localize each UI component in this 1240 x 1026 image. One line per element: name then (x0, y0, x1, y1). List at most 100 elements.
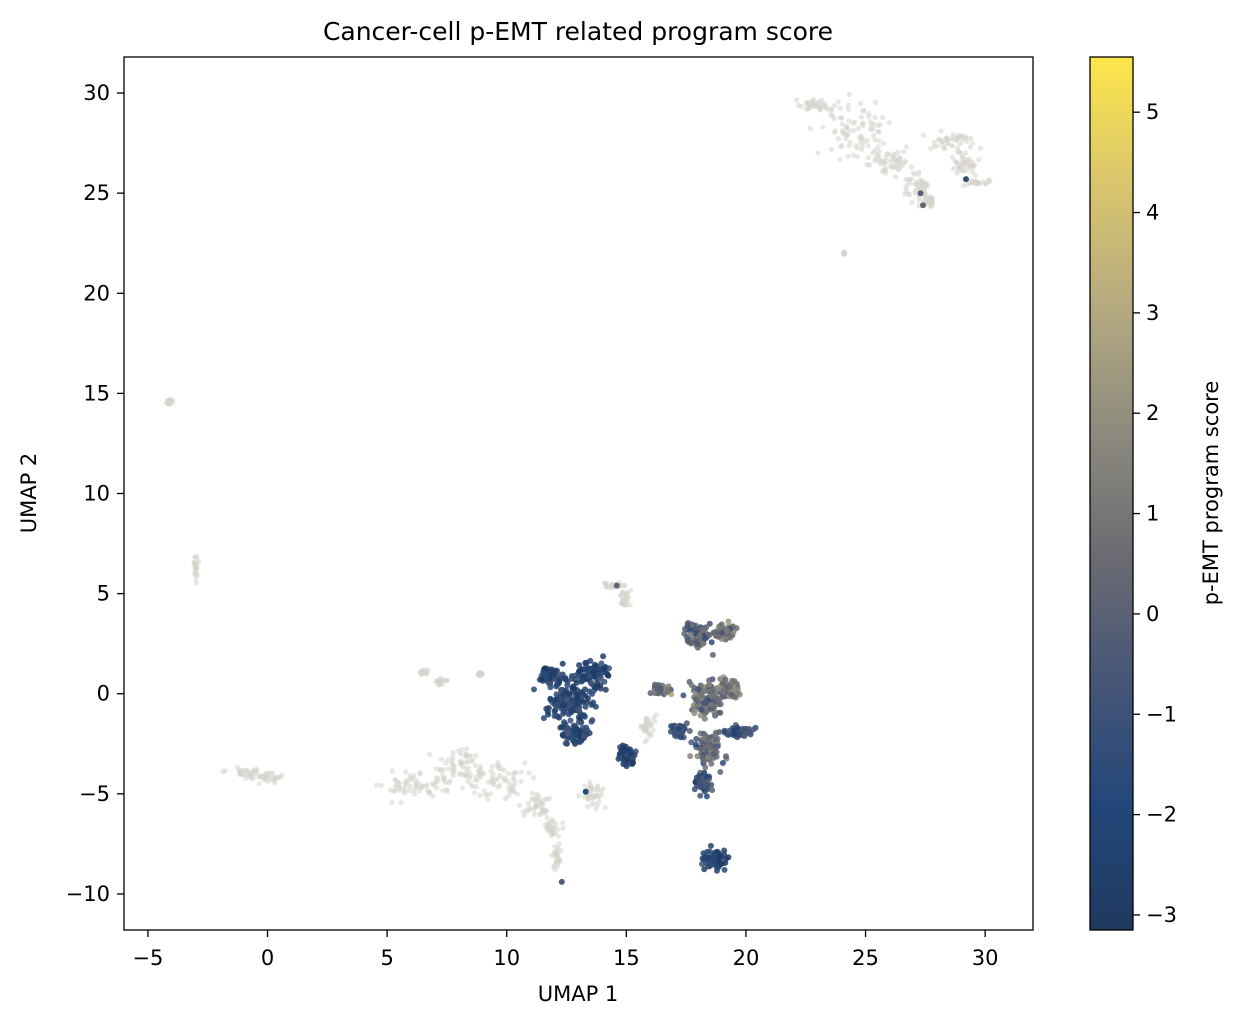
other-cell-point (621, 602, 628, 608)
other-cell-point (250, 775, 256, 782)
other-cell-point (880, 141, 887, 147)
other-cell-point (543, 807, 549, 813)
cancer-cell-point (721, 866, 728, 873)
other-cell-point (440, 787, 446, 794)
cancer-cell-point (579, 697, 585, 704)
cancer-cell-point (606, 665, 612, 672)
other-cell-point (968, 135, 974, 142)
other-cell-point (839, 121, 845, 127)
other-cell-point (403, 782, 409, 788)
colorbar-ticks: −3 −2 −1 0 1 2 3 4 5 (1133, 100, 1177, 927)
cancer-cell-point (580, 712, 587, 719)
cancer-cell-point (578, 689, 585, 696)
other-cell-point (554, 860, 560, 866)
other-cell-point (880, 169, 886, 175)
other-cell-point (860, 121, 866, 127)
cancer-cell-point (596, 671, 603, 678)
other-cell-point (587, 784, 593, 790)
cancer-cell-point (629, 759, 636, 766)
cancer-cell-point (706, 754, 713, 761)
cancer-cell-point (693, 741, 699, 748)
other-cell-point (510, 771, 516, 777)
other-cell-point (908, 164, 915, 170)
other-cell-point (986, 178, 992, 185)
cancer-cell-point (702, 635, 709, 642)
other-cell-point (576, 793, 582, 799)
other-cell-point (855, 125, 861, 131)
cancer-cell-point (545, 711, 552, 718)
other-cell-point (865, 143, 871, 149)
other-cell-point (391, 788, 397, 794)
y-tick-label: 15 (83, 381, 110, 405)
other-cell-point (961, 183, 967, 189)
cancer-cell-point (714, 867, 720, 874)
other-cell-point (651, 727, 657, 733)
cancer-cell-point (570, 737, 577, 744)
other-cell-point (518, 769, 525, 775)
cancer-cell-point (690, 702, 697, 709)
other-cell-point (455, 748, 462, 754)
cancer-cell-point (657, 685, 664, 692)
other-cell-point (893, 174, 899, 180)
other-cell-point (954, 145, 961, 151)
x-tick-label: −5 (132, 946, 163, 970)
cancer-cell-point (582, 788, 589, 795)
other-cell-point (954, 160, 960, 166)
cancer-cell-point (706, 681, 713, 688)
other-cell-point (588, 794, 594, 800)
other-cell-point (497, 782, 503, 789)
other-cell-point (378, 783, 384, 789)
other-cell-point (845, 106, 851, 113)
other-cell-point (243, 768, 249, 774)
other-cell-point (960, 154, 966, 161)
other-cell-point (822, 101, 828, 107)
cancer-cell-point (712, 852, 718, 859)
cancer-cell-point (580, 673, 587, 680)
other-cell-point (906, 191, 912, 197)
other-cell-point (537, 812, 543, 818)
highlighted-cells-group (531, 176, 969, 885)
other-cell-point (549, 816, 555, 823)
other-cell-point (895, 149, 901, 155)
other-cell-point (417, 771, 423, 777)
other-cell-point (531, 796, 537, 802)
cancer-cell-point (557, 697, 564, 704)
other-cell-point (488, 768, 494, 774)
other-cell-point (937, 137, 944, 143)
cancer-cell-point (708, 693, 715, 700)
other-cell-point (914, 179, 920, 185)
cancer-cell-point (716, 729, 723, 735)
cancer-cell-point (587, 657, 594, 664)
other-cell-point (398, 799, 404, 806)
other-cell-point (876, 129, 882, 135)
other-cell-point (560, 825, 566, 831)
other-cell-point (463, 771, 469, 777)
cancer-cell-point (704, 786, 711, 793)
other-cell-point (555, 850, 561, 856)
other-cell-point (923, 181, 929, 188)
other-cell-point (434, 785, 440, 791)
cancer-cell-point (622, 743, 629, 750)
other-cell-point (953, 138, 959, 144)
other-cell-point (470, 758, 476, 764)
other-cell-point (411, 787, 417, 793)
cancer-cell-point (543, 676, 550, 682)
x-tick-label: 5 (380, 946, 393, 970)
cancer-cell-point (705, 737, 712, 744)
cancer-cell-point (693, 638, 700, 645)
other-cell-point (193, 576, 199, 582)
other-cell-point (444, 677, 450, 683)
other-cell-point (854, 145, 861, 151)
other-cell-point (945, 137, 951, 143)
other-cell-point (880, 114, 886, 120)
other-cell-point (967, 144, 974, 150)
cancer-cell-point (686, 678, 693, 685)
other-cell-point (793, 97, 800, 103)
cancer-cell-point (616, 755, 623, 762)
other-cell-point (972, 179, 978, 186)
cancer-cell-point (590, 669, 597, 676)
other-cell-point (831, 103, 838, 109)
other-cell-point (510, 775, 516, 781)
other-cell-point (976, 157, 982, 163)
cancer-cell-point (721, 847, 728, 854)
